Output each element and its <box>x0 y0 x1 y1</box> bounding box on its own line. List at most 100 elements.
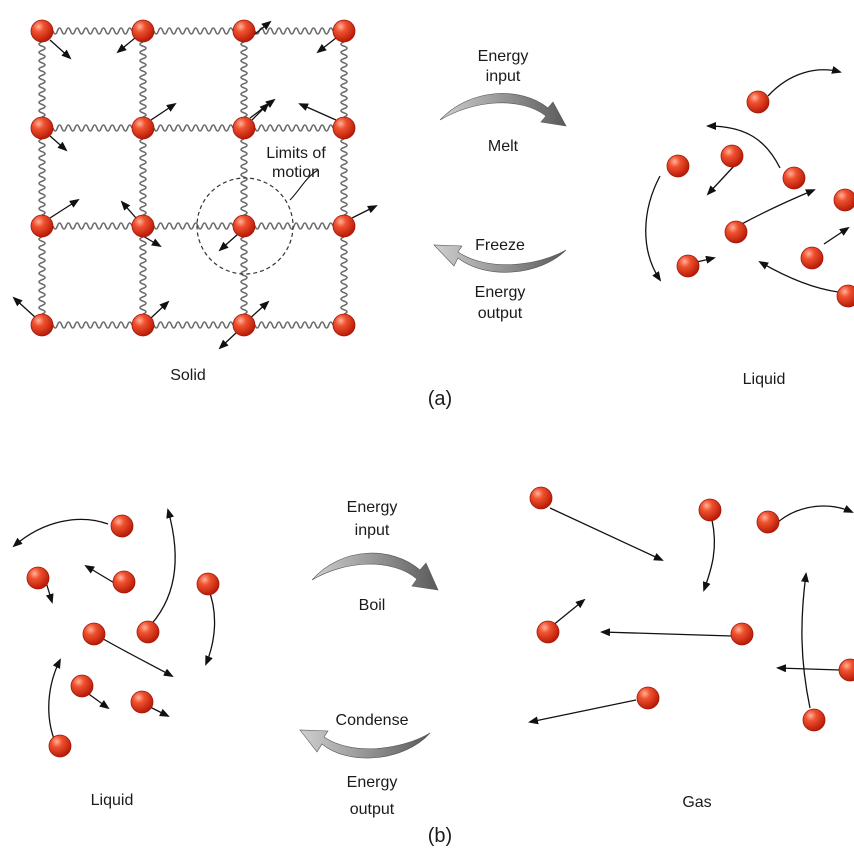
molecule <box>30 313 54 337</box>
molecule <box>746 90 770 114</box>
spring <box>240 41 248 118</box>
molecule <box>756 510 780 534</box>
molecule <box>131 19 155 43</box>
motion-arrow <box>706 122 781 169</box>
molecule <box>112 570 136 594</box>
melt-energy-line1: Energy <box>478 48 529 65</box>
motion-arrow <box>84 564 117 585</box>
freeze-arrow <box>433 244 567 273</box>
motion-arrow <box>549 507 664 561</box>
motion-arrow <box>316 37 337 54</box>
molecule <box>332 19 356 43</box>
molecule <box>782 166 806 190</box>
limits-of-motion-circle <box>196 177 294 275</box>
spring <box>52 124 133 132</box>
melt-energy-line2: input <box>486 68 521 85</box>
boil-label: Boil <box>359 597 386 614</box>
molecule <box>30 214 54 238</box>
motion-arrow <box>600 628 733 637</box>
motion-arrow <box>706 165 735 196</box>
molecule <box>332 116 356 140</box>
motion-arrow <box>150 300 170 319</box>
molecule <box>698 498 722 522</box>
molecule <box>196 572 220 596</box>
condense-energy-line1: Energy <box>347 774 398 791</box>
molecule <box>529 486 553 510</box>
gas-label: Gas <box>682 794 711 811</box>
molecule <box>836 284 854 308</box>
molecule <box>136 620 160 644</box>
motion-arrow <box>218 233 239 252</box>
motion-arrow <box>49 198 80 219</box>
spring <box>52 321 133 329</box>
limits-label-line2: motion <box>272 164 320 181</box>
molecule <box>536 620 560 644</box>
motion-arrow <box>645 175 662 282</box>
molecule <box>26 566 50 590</box>
spring <box>38 41 46 118</box>
motion-arrow <box>249 98 276 119</box>
motion-arrow <box>145 508 176 631</box>
boil-arrow <box>311 552 439 591</box>
motion-arrow <box>551 598 586 627</box>
molecule <box>720 144 744 168</box>
solid-molecules <box>30 19 356 337</box>
spring <box>340 138 348 216</box>
spring <box>340 41 348 118</box>
spring <box>52 27 133 35</box>
freeze-label: Freeze <box>475 237 525 254</box>
spring-bonds <box>38 27 348 329</box>
boil-energy-line2: input <box>355 522 390 539</box>
motion-arrow <box>702 519 716 592</box>
molecule <box>131 313 155 337</box>
motion-arrow <box>12 296 37 319</box>
motion-arrow <box>120 200 137 219</box>
motion-arrow <box>528 699 637 725</box>
condense-label: Condense <box>336 712 409 729</box>
spring <box>38 236 46 315</box>
liquid-molecules-a <box>645 66 854 308</box>
boil-energy-line1: Energy <box>347 499 398 516</box>
molecule <box>833 188 854 212</box>
molecule <box>232 214 256 238</box>
molecule <box>636 686 660 710</box>
condense-arrow <box>299 729 431 759</box>
condense-energy-line2: output <box>350 801 395 818</box>
spring <box>153 27 234 35</box>
molecule <box>232 313 256 337</box>
spring <box>340 236 348 315</box>
spring <box>254 124 334 132</box>
molecule <box>666 154 690 178</box>
molecule <box>730 622 754 646</box>
freeze-energy-line2: output <box>478 305 523 322</box>
spring <box>52 222 133 230</box>
gas-molecules <box>528 486 854 732</box>
molecule <box>70 674 94 698</box>
liquid-label-a: Liquid <box>743 371 786 388</box>
molecule <box>110 514 134 538</box>
molecule <box>676 254 700 278</box>
spring <box>254 321 334 329</box>
spring <box>254 27 334 35</box>
spring <box>153 222 234 230</box>
molecule <box>332 214 356 238</box>
solid-lattice <box>12 19 378 350</box>
melt-arrow <box>439 93 567 127</box>
liquid-molecules-b <box>12 508 220 758</box>
limits-label-line1: Limits of <box>266 145 326 162</box>
motion-arrow <box>116 37 136 54</box>
motion-arrow <box>45 581 54 604</box>
motion-arrow <box>48 658 61 745</box>
motion-arrow <box>85 691 110 710</box>
motion-arrow <box>49 135 68 152</box>
molecule <box>131 214 155 238</box>
molecule <box>802 708 826 732</box>
molecule <box>332 313 356 337</box>
motion-arrow <box>823 226 850 245</box>
spring <box>153 124 234 132</box>
molecule <box>30 116 54 140</box>
molecule <box>48 734 72 758</box>
spring <box>139 236 147 315</box>
molecule <box>130 690 154 714</box>
